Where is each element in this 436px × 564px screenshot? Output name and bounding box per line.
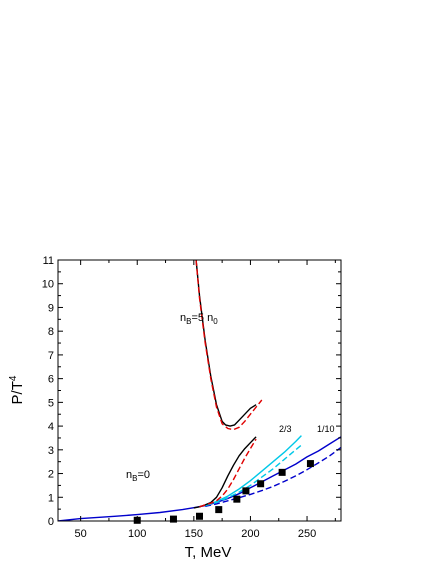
y-axis-title: P/T4	[8, 375, 26, 404]
plot-lines	[58, 260, 341, 521]
y-tick-label: 3	[48, 445, 54, 457]
y-tick-label: 9	[48, 302, 54, 314]
data-point	[196, 512, 203, 520]
x-tick-label: 100	[128, 528, 146, 540]
y-tick-label: 4	[48, 421, 54, 433]
y-tick-label: 7	[48, 350, 54, 362]
data-point	[215, 506, 223, 514]
y-tick-label: 5	[48, 397, 54, 409]
data-point	[278, 468, 286, 476]
y-tick-label: 10	[42, 279, 54, 291]
series-line-4	[205, 446, 341, 507]
y-tick-label: 8	[48, 326, 54, 338]
x-tick-label: 150	[185, 528, 203, 540]
annotation-nb0: nB=0	[126, 469, 150, 483]
tick-labels: 50 100 150 200 250 0 1 2 3 4 5 6 7 8 9 10 11	[42, 255, 316, 540]
series-line-6	[205, 444, 302, 507]
y-tick-label: 0	[48, 516, 54, 528]
x-tick-label: 200	[241, 528, 259, 540]
annotation-one-tenth: 1/10	[317, 424, 335, 434]
annotation-nb5: nB=5 n0	[180, 312, 218, 326]
series-line-5	[204, 435, 302, 507]
data-point	[169, 515, 177, 523]
data-point	[306, 460, 314, 468]
y-tick-label: 1	[48, 492, 54, 504]
x-tick-label: 50	[75, 528, 87, 540]
x-axis-title: T, MeV	[185, 544, 232, 561]
ticks	[58, 259, 341, 522]
data-point	[242, 487, 250, 495]
y-tick-label: 6	[48, 374, 54, 386]
x-tick-label: 250	[298, 528, 316, 540]
series-line-3	[58, 436, 341, 521]
data-point	[257, 480, 265, 488]
y-tick-label: 11	[43, 255, 54, 267]
series-line-2	[195, 260, 263, 431]
y-tick-label: 2	[48, 469, 54, 481]
series-line-8	[199, 438, 257, 508]
data-point	[233, 495, 241, 503]
annotation-two-thirds: 2/3	[279, 424, 292, 434]
plot-points	[133, 460, 314, 524]
